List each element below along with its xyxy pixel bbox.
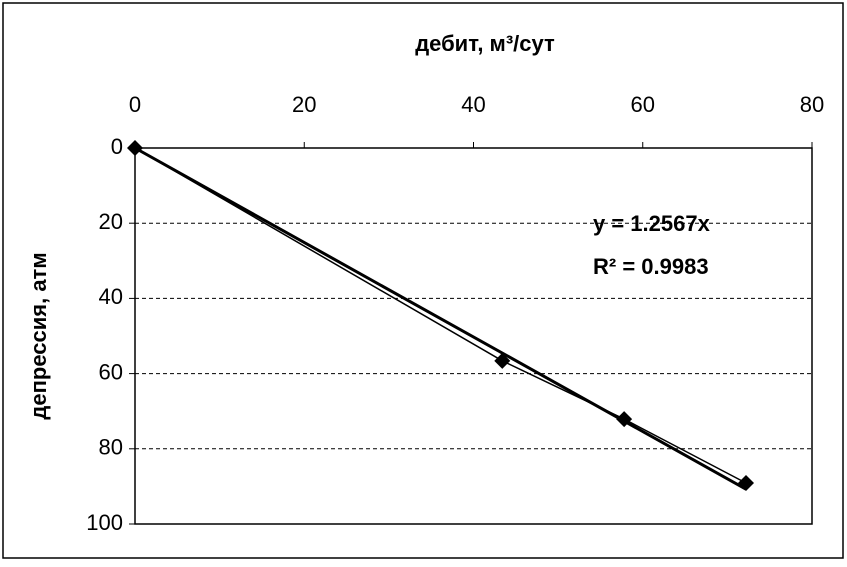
point-marker — [737, 475, 754, 492]
x-tick-label: 60 — [631, 92, 655, 117]
point-marker — [127, 140, 143, 156]
y-tick-label: 20 — [99, 209, 123, 234]
x-tick-label: 20 — [292, 92, 316, 117]
chart-frame — [2, 2, 844, 559]
plot-area — [134, 147, 813, 525]
y-tick-label: 60 — [99, 359, 123, 384]
x-tick-label: 0 — [129, 92, 141, 117]
x-tick-label: 80 — [800, 92, 824, 117]
x-tick-label: 40 — [461, 92, 485, 117]
trend-r2: R² = 0.9983 — [593, 254, 709, 279]
trendline — [134, 146, 747, 491]
y-tick-label: 40 — [99, 284, 123, 309]
y-tick-label: 80 — [99, 435, 123, 460]
x-axis-title: дебит, м³/сут — [415, 31, 555, 56]
trend-equation: y = 1.2567x — [593, 211, 711, 236]
y-axis-title: депрессия, атм — [26, 252, 51, 419]
point-marker — [494, 352, 511, 369]
point-marker — [616, 411, 633, 428]
y-tick-label: 0 — [111, 134, 123, 159]
series-line — [134, 147, 747, 484]
y-tick-label: 100 — [86, 510, 123, 535]
